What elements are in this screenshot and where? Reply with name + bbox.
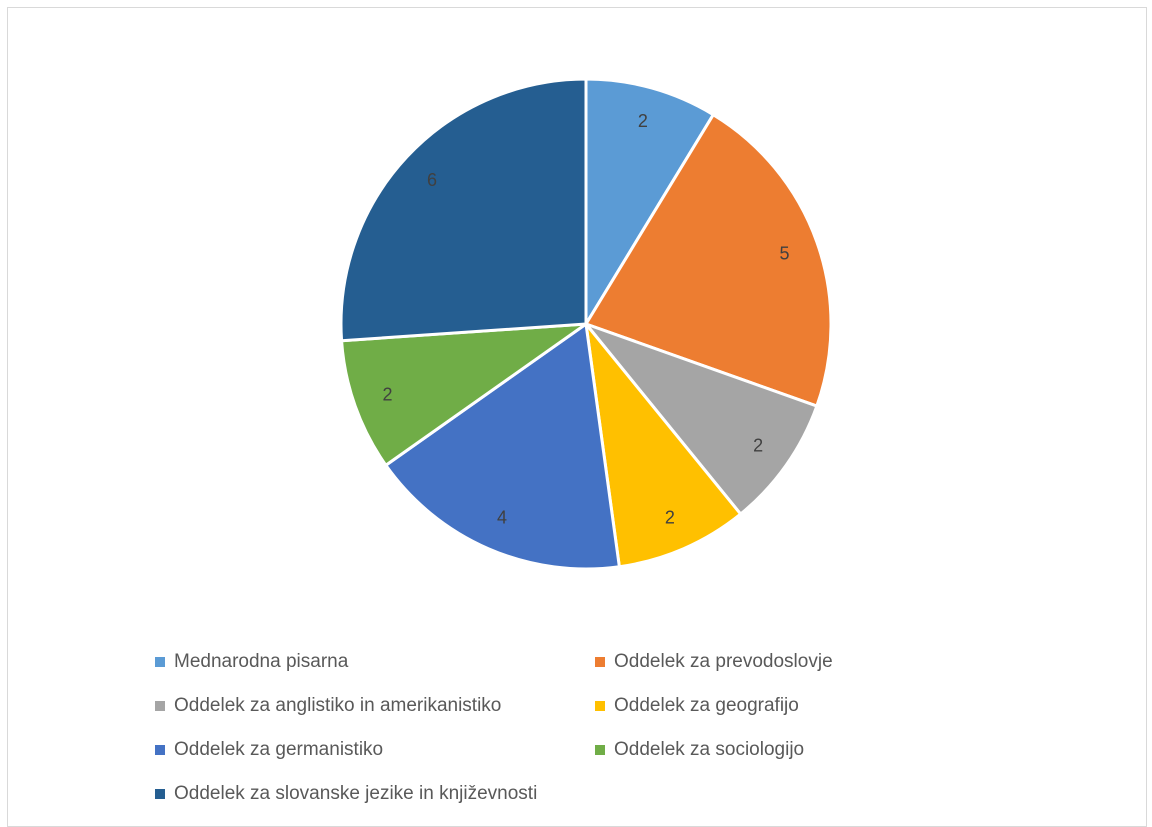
legend-item: Oddelek za anglistiko in amerikanistiko [155, 689, 595, 722]
legend-item: Oddelek za prevodoslovje [595, 645, 1035, 678]
legend-label: Oddelek za prevodoslovje [614, 650, 833, 672]
pie-slice-2 [584, 113, 833, 408]
pie-slice-5 [384, 322, 621, 571]
data-label-4: 2 [665, 507, 675, 527]
legend-item: Oddelek za geografijo [595, 689, 1035, 722]
legend-item: Oddelek za germanistiko [155, 733, 595, 766]
legend-item: Oddelek za sociologijo [595, 733, 1035, 766]
data-label-2: 5 [780, 243, 790, 263]
legend-label: Oddelek za geografijo [614, 694, 799, 716]
legend-label: Oddelek za slovanske jezike in književno… [174, 782, 538, 804]
legend-swatch [595, 700, 605, 711]
legend-swatch [155, 700, 165, 711]
data-label-5: 4 [497, 507, 507, 527]
legend-swatch [595, 744, 605, 755]
data-label-6: 2 [382, 385, 392, 405]
legend-label: Mednarodna pisarna [174, 650, 349, 672]
data-label-7: 6 [427, 170, 437, 190]
legend-item: Mednarodna pisarna [155, 645, 595, 678]
pie-slice-7 [339, 77, 588, 343]
chart-legend: Mednarodna pisarna Oddelek za prevodoslov… [155, 645, 1055, 810]
legend-label: Oddelek za anglistiko in amerikanistiko [174, 694, 502, 716]
pie-slice-6 [340, 322, 588, 467]
legend-item: Oddelek za slovanske jezike in književno… [155, 777, 595, 810]
legend-swatch [155, 656, 165, 667]
legend-label: Oddelek za sociologijo [614, 738, 805, 760]
legend-swatch [155, 744, 165, 755]
data-label-3: 2 [753, 436, 763, 456]
data-label-1: 2 [638, 111, 648, 131]
pie-slice-3 [584, 322, 819, 516]
legend-label: Oddelek za germanistiko [174, 738, 384, 760]
legend-swatch [155, 788, 165, 799]
pie-slice-4 [584, 322, 743, 569]
legend-swatch [595, 656, 605, 667]
pie-slice-1 [584, 77, 715, 326]
